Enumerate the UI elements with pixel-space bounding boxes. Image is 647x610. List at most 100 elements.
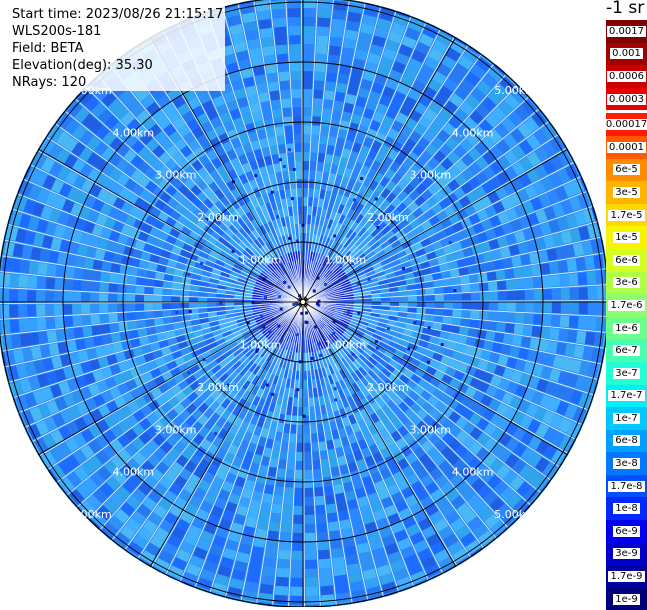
- range-gate-cell: [578, 272, 588, 285]
- range-gate-cell: [274, 595, 287, 605]
- range-gate-cell: [46, 264, 56, 276]
- range-gate-cell: [551, 275, 561, 287]
- range-gate-cell: [516, 302, 525, 312]
- range-gate-cell: [489, 302, 498, 310]
- range-gate-cell: [579, 287, 588, 299]
- colorbar-level: 6e-9: [606, 520, 647, 543]
- range-gate-cell: [313, 460, 321, 470]
- range-gate-cell: [451, 318, 461, 326]
- range-gate-cell: [84, 258, 95, 269]
- range-gate-cell: [259, 511, 270, 522]
- range-gate-cell: [288, 8, 301, 17]
- range-gate-cell: [82, 326, 92, 336]
- range-gate-cell: [288, 17, 300, 26]
- range-gate-cell: [296, 461, 303, 470]
- range-gate-cell: [10, 320, 20, 333]
- range-gate-cell: [258, 593, 272, 604]
- low-beta-spot: [375, 340, 378, 343]
- range-gate-cell: [18, 290, 27, 302]
- range-gate-cell: [479, 311, 489, 319]
- range-gate-cell: [523, 325, 533, 336]
- range-gate-cell: [280, 532, 291, 542]
- range-gate-cell: [318, 550, 330, 560]
- colorbar-tick-label: 6e-9: [613, 526, 640, 537]
- range-gate-cell: [479, 283, 489, 292]
- colorbar-tick-label: 0.0003: [607, 94, 646, 105]
- range-gate-cell: [135, 286, 145, 294]
- colorbar-tick-label: 1.7e-5: [608, 210, 644, 221]
- range-gate-cell: [408, 308, 417, 313]
- range-gate-cell: [597, 286, 606, 299]
- range-gate-cell: [82, 269, 92, 279]
- range-gate-cell: [256, 1, 270, 12]
- range-gate-cell: [259, 92, 270, 103]
- range-gate-cell: [294, 506, 303, 515]
- colorbar-level: 6e-5: [606, 159, 647, 182]
- elevation-label: Elevation(deg): 35.30: [10, 57, 225, 74]
- range-gate-cell: [322, 108, 331, 118]
- range-gate-cell: [288, 451, 295, 461]
- range-gate-cell: [291, 578, 303, 587]
- range-gate-cell: [298, 197, 303, 206]
- range-gate-cell: [126, 285, 136, 293]
- range-gate-cell: [304, 434, 310, 443]
- range-gate-cell: [287, 460, 295, 470]
- range-gate-cell: [271, 0, 285, 10]
- range-gate-cell: [63, 292, 72, 302]
- range-gate-cell: [316, 505, 326, 515]
- range-gate-cell: [381, 297, 390, 301]
- range-gate-cell: [332, 19, 345, 29]
- range-gate-cell: [587, 317, 597, 330]
- range-gate-cell: [285, 125, 293, 135]
- range-gate-cell: [542, 276, 552, 287]
- range-gate-cell: [342, 47, 354, 58]
- range-gate-cell: [303, 143, 310, 152]
- range-gate-cell: [524, 278, 534, 288]
- range-gate-cell: [470, 311, 480, 319]
- range-gate-cell: [46, 317, 56, 329]
- low-beta-spot: [334, 387, 337, 390]
- range-gate-cell: [305, 497, 314, 506]
- range-gate-cell: [322, 117, 331, 127]
- range-gate-cell: [434, 287, 443, 294]
- colorbar-level: 1.7e-7: [606, 385, 647, 408]
- range-gate-cell: [494, 333, 504, 343]
- range-gate-cell: [312, 125, 320, 135]
- range-gate-cell: [417, 308, 426, 314]
- range-gate-cell: [72, 292, 81, 302]
- range-gate-cell: [180, 309, 189, 315]
- range-gate-cell: [305, 524, 315, 533]
- range-gate-cell: [497, 312, 507, 321]
- low-beta-spot: [288, 237, 291, 240]
- range-gate-cell: [189, 297, 198, 302]
- range-gate-cell: [275, 36, 287, 46]
- low-beta-spot: [279, 158, 282, 161]
- low-beta-spot: [427, 361, 430, 364]
- range-gate-cell: [207, 303, 216, 307]
- range-gate-cell: [299, 398, 304, 407]
- low-beta-spot: [283, 165, 286, 168]
- range-gate-cell: [524, 314, 534, 324]
- range-gate-cell: [277, 54, 288, 64]
- range-gate-cell: [525, 290, 534, 300]
- range-gate-cell: [290, 587, 303, 596]
- range-gate-cell: [91, 271, 101, 281]
- range-gate-cell: [552, 289, 561, 300]
- range-gate-cell: [321, 126, 329, 136]
- range-gate-cell: [63, 279, 73, 290]
- colorbar-level: 6e-6: [606, 249, 647, 272]
- range-gate-cell: [570, 302, 579, 314]
- range-gate-cell: [315, 62, 326, 72]
- range-gate-cell: [311, 433, 318, 442]
- range-gate-cell: [336, 584, 350, 595]
- range-gate-cell: [278, 559, 290, 569]
- range-gate-cell: [305, 479, 313, 488]
- range-gate-cell: [282, 98, 291, 108]
- range-gate-cell: [84, 337, 95, 348]
- colorbar-tick-label: 1e-5: [613, 232, 640, 243]
- range-gate-cell: [333, 566, 346, 577]
- range-gate-cell: [324, 90, 334, 100]
- range-ring-label: 4.00km: [113, 126, 155, 139]
- low-beta-spot: [413, 321, 416, 324]
- low-beta-spot: [187, 273, 190, 276]
